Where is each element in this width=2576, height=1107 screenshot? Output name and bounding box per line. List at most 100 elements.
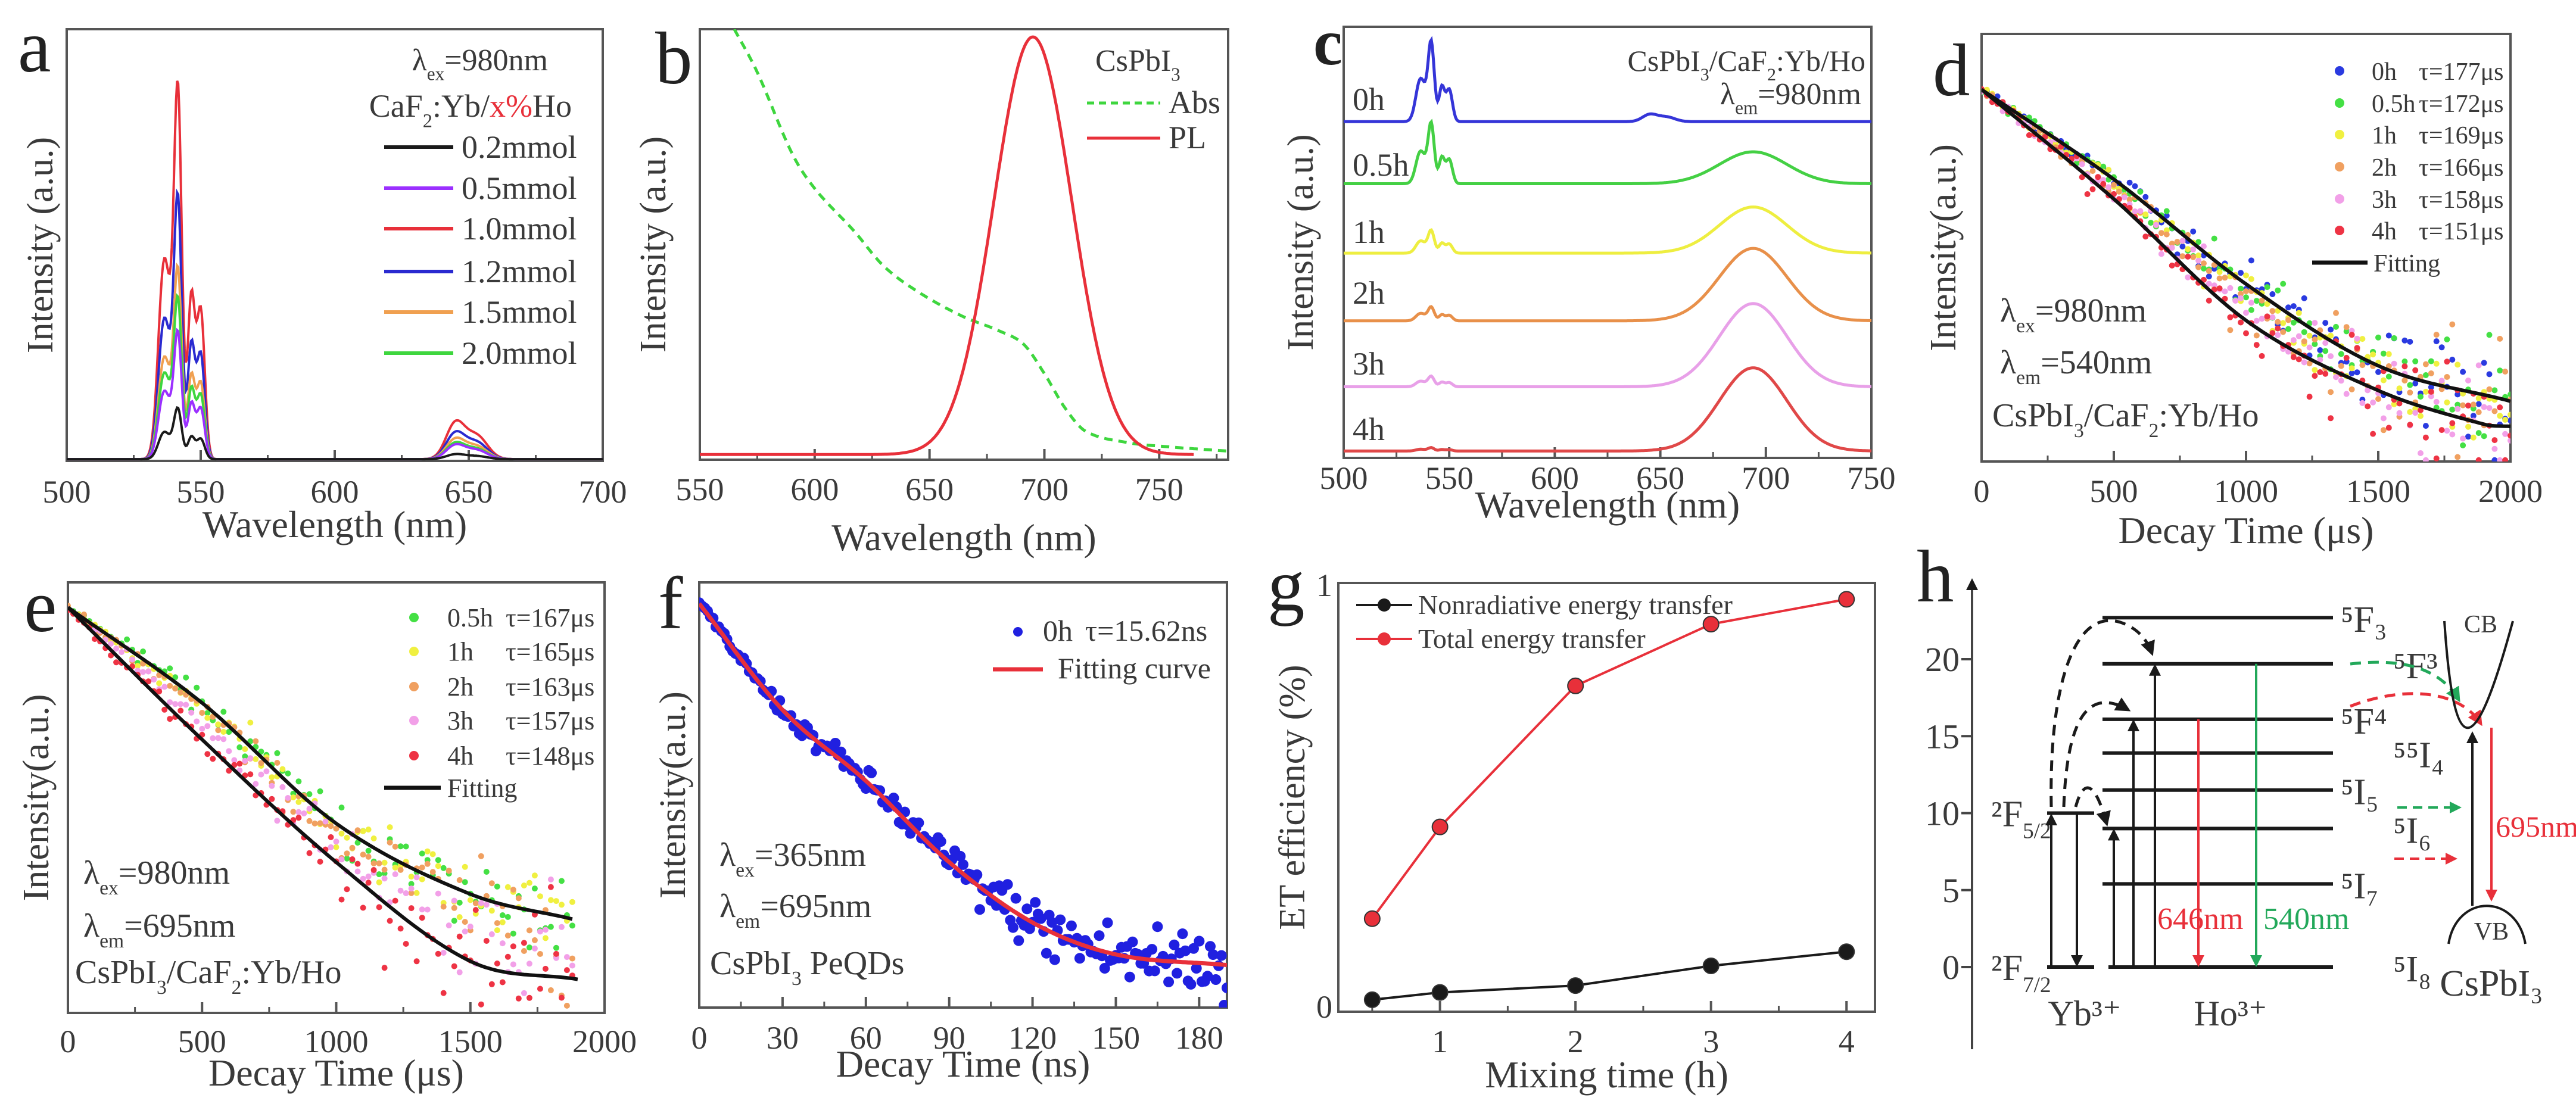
data-point-4h: [499, 979, 506, 986]
data-point-0.5h: [306, 791, 313, 797]
data-point-1h: [494, 927, 500, 934]
data-point-0h: [1188, 943, 1199, 954]
legend-name: 1h: [2372, 122, 2397, 149]
data-point-1h: [392, 865, 398, 871]
excitation-label: λex=980nm: [2000, 292, 2147, 337]
data-point-3h: [301, 810, 307, 816]
data-point-1h: [2243, 272, 2249, 279]
data-point-3h: [129, 656, 136, 663]
data-point-3h: [499, 940, 506, 947]
data-point-0h: [2317, 347, 2323, 353]
data-point-1h: [2508, 411, 2510, 418]
legend-name: 2h: [2372, 154, 2397, 182]
x-tick-label: 0: [60, 1024, 76, 1059]
data-point-1h: [2370, 351, 2376, 358]
x-tick-label: 4: [1839, 1024, 1855, 1059]
data-point-2h: [2280, 329, 2287, 335]
data-point-0.5h: [167, 665, 173, 672]
legend-marker-3h: [2335, 194, 2344, 204]
data-point-3h: [354, 868, 361, 875]
data-point-4h: [494, 961, 500, 966]
emission-695-label: 695nm: [2496, 810, 2576, 843]
data-point-0h: [1055, 914, 1066, 925]
data-point-0.5h: [338, 804, 345, 811]
data-point-4h: [547, 884, 554, 890]
energy-tick-label: 10: [1925, 794, 1960, 833]
data-point-1h: [462, 863, 468, 870]
data-point-0h: [2465, 434, 2471, 440]
data-point-3h: [2465, 378, 2471, 383]
data-point-3h: [2185, 274, 2191, 280]
data-point-0h: [974, 904, 985, 915]
data-point-0.5h: [2385, 373, 2392, 380]
data-point-4h: [2370, 431, 2376, 437]
plot-area: [68, 603, 578, 1009]
data-point-4h: [2317, 369, 2323, 375]
y-tick-label: 0: [1316, 989, 1332, 1025]
data-point-2h: [312, 820, 318, 827]
data-point-1h: [156, 680, 163, 687]
ho-level-label: ⁵I₅: [2341, 772, 2379, 813]
data-point-1h: [2385, 351, 2392, 357]
data-point-4h: [2089, 186, 2096, 192]
yb-level-label-part: 7/2: [2023, 973, 2051, 997]
x-tick-label: 30: [767, 1020, 799, 1056]
legend-title-part: CsPbI: [1095, 44, 1171, 78]
data-point-1h: [531, 872, 538, 879]
data-point-1h: [2328, 332, 2334, 339]
data-point: [1702, 957, 1720, 974]
data-point-0h: [913, 817, 924, 828]
data-point-0.5h: [226, 729, 232, 735]
data-point-1h: [408, 874, 415, 880]
data-point-0.5h: [510, 930, 516, 937]
x-tick-label: 500: [2090, 473, 2138, 509]
data-point: [1431, 984, 1449, 1001]
data-point-3h: [183, 701, 189, 708]
legend-name: 0h: [1043, 614, 1073, 647]
data-point-2h: [333, 825, 339, 832]
data-point-4h: [2126, 205, 2133, 211]
legend-name: 4h: [447, 741, 474, 771]
data-point-4h: [2312, 373, 2318, 379]
excitation-label-part: =980nm: [2035, 292, 2147, 329]
data-point-0h: [1041, 947, 1052, 959]
data-point-3h: [521, 990, 527, 996]
data-point-0.5h: [2343, 328, 2350, 335]
data-point-4h: [295, 815, 302, 821]
data-point-2h: [370, 860, 377, 866]
data-point-4h: [413, 958, 420, 965]
x-axis-title: Decay Time (μs): [2119, 509, 2374, 551]
data-point-4h: [370, 867, 377, 873]
data-point-3h: [263, 768, 270, 775]
data-point-2h: [2502, 369, 2509, 375]
data-point-3h: [2222, 288, 2228, 295]
data-point-4h: [387, 918, 393, 924]
y-axis-title: Intensity(a.u.): [1923, 144, 1964, 351]
energy-tick-label: 5: [1942, 871, 1960, 910]
data-point-4h: [2428, 388, 2434, 395]
legend-lifetime: τ=167μs: [506, 603, 594, 632]
data-point-2h: [2375, 396, 2381, 402]
data-point-3h: [215, 735, 222, 741]
data-point-0.5h: [194, 684, 200, 691]
data-point-3h: [435, 890, 441, 897]
data-point-1h: [2497, 413, 2503, 419]
legend-marker-0.5h: [409, 613, 419, 622]
data-point-1h: [215, 721, 222, 728]
data-point-3h: [547, 876, 554, 883]
legend-label-fitting: Fitting: [447, 774, 517, 803]
data-point-3h: [2301, 359, 2307, 366]
data-point-2h: [429, 869, 436, 875]
data-point-0.5h: [2248, 307, 2254, 313]
x-tick-label: 600: [790, 472, 839, 507]
data-point-2h: [2486, 386, 2493, 392]
x-tick-label: 3: [1703, 1024, 1719, 1059]
data-point-3h: [365, 873, 372, 880]
data-point-3h: [167, 699, 173, 706]
data-point-2h: [2338, 363, 2344, 369]
sample-label-part: /CaF: [1709, 44, 1767, 77]
data-point-2h: [392, 843, 398, 850]
data-point-3h: [397, 887, 404, 894]
sample-label: CsPbI3 PeQDs: [710, 945, 904, 990]
data-point-2h: [365, 853, 372, 860]
